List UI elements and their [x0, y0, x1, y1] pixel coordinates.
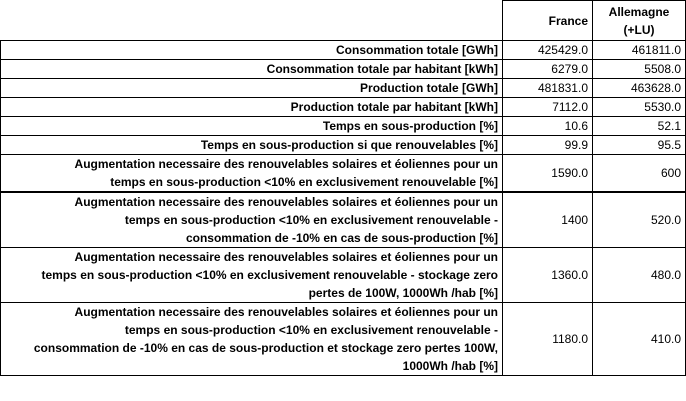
table-row: Temps en sous-production [%] 10.6 52.1: [0, 116, 686, 136]
row-label-line: Production totale par habitant [kWh]: [290, 100, 498, 114]
row-label-line: Augmentation necessaire des renouvelable…: [74, 195, 498, 209]
cell-germany: 520.0: [592, 191, 686, 248]
table-row: Production totale [GWh] 481831.0 463628.0: [0, 78, 686, 98]
table-row: Consommation totale [GWh] 425429.0 461811.…: [0, 40, 686, 60]
empty-corner-cell: [1, 1, 503, 41]
table-row: Production totale par habitant [kWh] 7112…: [0, 97, 686, 117]
row-label-line: Temps en sous-production [%]: [322, 119, 498, 133]
header-france: France: [502, 0, 593, 41]
cell-germany: 95.5: [592, 135, 686, 155]
row-label-line: temps en sous-production <10% en exclusi…: [41, 268, 498, 282]
cell-germany: 600: [592, 154, 686, 193]
row-label: Augmentation necessaire des renouvelable…: [0, 247, 503, 303]
row-label-line: pertes de 100W, 1000Wh /hab [%]: [308, 286, 498, 300]
cell-germany: 463628.0: [592, 78, 686, 98]
row-label: Temps en sous-production si que renouvel…: [0, 135, 503, 155]
row-label-line: Production totale [GWh]: [360, 81, 498, 95]
cell-france: 1180.0: [502, 302, 593, 376]
cell-france: 425429.0: [502, 40, 593, 60]
row-label: Production totale [GWh]: [0, 78, 503, 98]
row-label: Augmentation necessaire des renouvelable…: [0, 154, 503, 193]
row-label: Consommation totale par habitant [kWh]: [0, 59, 503, 79]
row-label-line: Augmentation necessaire des renouvelable…: [74, 305, 498, 319]
cell-france: 7112.0: [502, 97, 593, 117]
header-germany-line2: (+LU): [623, 22, 655, 37]
row-label-line: 1000Wh /hab [%]: [402, 359, 498, 373]
table-row: Augmentation necessaire des renouvelable…: [0, 154, 686, 193]
row-label-line: Consommation totale [GWh]: [336, 43, 498, 57]
cell-germany: 410.0: [592, 302, 686, 376]
row-label-line: Consommation totale par habitant [kWh]: [266, 62, 498, 76]
cell-france: 6279.0: [502, 59, 593, 79]
cell-germany: 5530.0: [592, 97, 686, 117]
row-label: Production totale par habitant [kWh]: [0, 97, 503, 117]
header-row: France Allemagne (+LU): [1, 0, 686, 41]
table-row: Augmentation necessaire des renouvelable…: [0, 191, 686, 248]
cell-france: 1400: [502, 191, 593, 248]
row-label: Augmentation necessaire des renouvelable…: [0, 191, 503, 248]
cell-france: 481831.0: [502, 78, 593, 98]
row-label-line: Augmentation necessaire des renouvelable…: [74, 157, 498, 171]
row-label-line: temps en sous-production <10% en exclusi…: [124, 213, 498, 227]
cell-germany: 52.1: [592, 116, 686, 136]
row-label: Consommation totale [GWh]: [0, 40, 503, 60]
cell-germany: 461811.0: [592, 40, 686, 60]
table-row: Augmentation necessaire des renouvelable…: [0, 302, 686, 376]
row-label-line: Augmentation necessaire des renouvelable…: [74, 250, 498, 264]
table-row: Augmentation necessaire des renouvelable…: [0, 247, 686, 303]
row-label-line: temps en sous-production <10% en exclusi…: [110, 175, 498, 189]
row-label-line: consommation de -10% en cas de sous-prod…: [33, 341, 498, 355]
table-row: Temps en sous-production si que renouvel…: [0, 135, 686, 155]
cell-germany: 5508.0: [592, 59, 686, 79]
row-label-line: temps en sous-production <10% en exclusi…: [124, 323, 498, 337]
header-germany: Allemagne (+LU): [592, 0, 686, 41]
row-label-line: consommation de -10% en cas de sous-prod…: [185, 231, 498, 245]
cell-france: 99.9: [502, 135, 593, 155]
row-label: Temps en sous-production [%]: [0, 116, 503, 136]
cell-france: 1590.0: [502, 154, 593, 193]
table-row: Consommation totale par habitant [kWh] 62…: [0, 59, 686, 79]
data-table: France Allemagne (+LU) Consommation tota…: [0, 0, 686, 376]
cell-germany: 480.0: [592, 247, 686, 303]
row-label-line: Temps en sous-production si que renouvel…: [200, 138, 498, 152]
header-germany-line1: Allemagne: [608, 4, 670, 19]
cell-france: 1360.0: [502, 247, 593, 303]
cell-france: 10.6: [502, 116, 593, 136]
row-label: Augmentation necessaire des renouvelable…: [0, 302, 503, 376]
